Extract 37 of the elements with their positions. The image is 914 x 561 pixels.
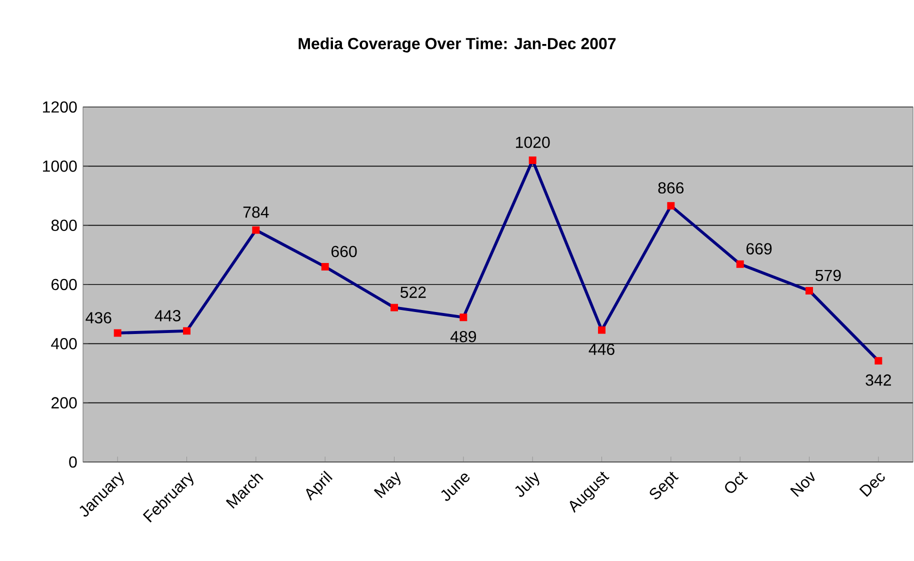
x-tick-label: May [374, 472, 401, 498]
point [390, 304, 398, 312]
x-tick-label: Dec [859, 473, 885, 497]
point [114, 329, 122, 337]
point [874, 357, 882, 365]
point [460, 314, 468, 322]
point [667, 202, 675, 210]
point [528, 156, 536, 164]
data-label: 660 [332, 246, 357, 258]
point [598, 326, 606, 334]
y-tick-label: 200 [52, 397, 77, 408]
point [183, 327, 190, 335]
data-label: 1020 [516, 136, 550, 148]
data-label: 436 [86, 312, 112, 324]
x-tick-label: July [515, 472, 540, 497]
y-tick-label: 1200 [43, 101, 77, 113]
y-tick-label: 400 [51, 338, 77, 350]
data-label: 489 [450, 330, 476, 342]
x-tick-label: Nov [790, 472, 815, 497]
data-label: 522 [400, 286, 426, 298]
point [806, 286, 813, 294]
y-tick-label: 0 [69, 456, 77, 468]
y-tick-label: 600 [52, 278, 77, 290]
x-tick-label: Oct [725, 472, 748, 493]
point [736, 260, 744, 268]
point [252, 226, 260, 234]
data-label: 669 [746, 243, 772, 254]
data-label: 866 [658, 182, 684, 194]
chart-title: Media Coverage Over Time: Jan-Dec 2007 [298, 38, 616, 52]
point [321, 263, 329, 270]
y-tick-label: 800 [51, 220, 77, 231]
data-label: 579 [816, 270, 841, 282]
data-label: 443 [154, 310, 180, 322]
data-label: 446 [588, 344, 614, 355]
data-label: 342 [866, 374, 891, 386]
data-label: 784 [243, 206, 269, 218]
y-tick-label: 1000 [43, 160, 77, 172]
